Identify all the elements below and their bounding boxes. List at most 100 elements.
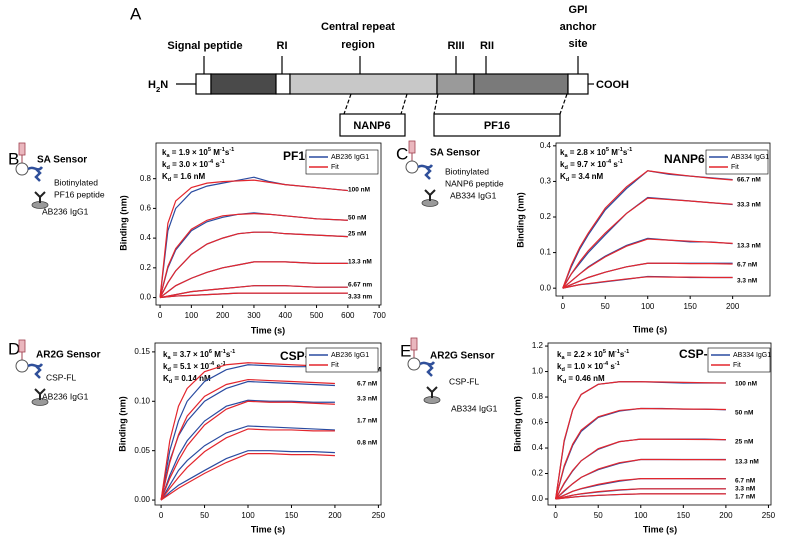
binding-curve (555, 488, 726, 500)
supscript: -1 (618, 159, 623, 165)
dashed-guide (559, 93, 568, 115)
plot-frame (155, 142, 382, 306)
supscript: 6 (209, 349, 212, 355)
supscript: -1 (615, 361, 620, 367)
domain-label: Central repeat (321, 21, 395, 33)
subscript: a (167, 355, 171, 361)
analyte-name: AB236 IgG1 (42, 206, 89, 216)
text-run: K (162, 172, 168, 181)
y-axis-label: Binding (nm) (512, 396, 522, 452)
domain-label: anchor (560, 21, 597, 33)
binding-curve (160, 428, 335, 501)
legend-label: Fit (733, 362, 741, 369)
binding-curve (160, 364, 335, 501)
concentration-label: 25 nM (348, 231, 366, 238)
sensor-name: SA Sensor (430, 148, 480, 159)
legend-label: AB236 IgG1 (331, 352, 369, 359)
y-tick-label: 0.4 (540, 141, 552, 150)
analyte-name: AB236 IgG1 (42, 391, 89, 401)
text-run: = 5.1 × 10 (171, 362, 210, 371)
kinetic-constant: ka = 2.8 × 105 M-1s-1 (560, 147, 632, 159)
text-run: M (212, 350, 221, 359)
x-tick-label: 50 (200, 511, 209, 520)
sensor-name: AR2G Sensor (430, 351, 495, 362)
x-tick-label: 50 (601, 302, 610, 311)
domain-label: RI (277, 40, 288, 52)
legend-box (705, 149, 769, 175)
kinetic-constant: kd = 3.0 × 10-4 s-1 (162, 159, 225, 171)
fragment-box (339, 113, 406, 137)
concentration-label: 100 nM (348, 187, 370, 194)
c-terminus: COOH (596, 79, 629, 91)
subscript: d (561, 367, 565, 373)
concentration-label: 33.3 nM (737, 202, 761, 209)
concentration-label: 1.7 nM (357, 418, 377, 425)
legend-label: AB334 IgG1 (731, 154, 769, 161)
concentration-label: 1.7 nM (735, 494, 755, 501)
x-tick-label: 0 (159, 511, 164, 520)
x-tick-label: 600 (341, 311, 355, 320)
concentration-label: 3.3 nM (735, 486, 755, 493)
domain-dark (210, 73, 277, 95)
text-run: k (557, 362, 562, 371)
binding-curve (555, 493, 726, 500)
text-run: k (560, 160, 565, 169)
panel-letter: A (130, 4, 142, 23)
y-axis-label: Binding (nm) (117, 396, 127, 452)
text-run: K (560, 172, 566, 181)
binding-curve (562, 170, 733, 289)
x-tick-label: 400 (279, 311, 293, 320)
y-tick-label: 0.2 (140, 263, 152, 272)
dashed-guide (343, 93, 352, 115)
supscript: -1 (221, 349, 226, 355)
y-tick-label: 0.1 (540, 248, 552, 257)
binding-curve (562, 276, 733, 289)
text-run: = 2.8 × 10 (568, 148, 607, 157)
concentration-label: 6.67 nm (348, 282, 372, 289)
y-tick-label: 0.6 (140, 204, 152, 213)
antibody (34, 191, 46, 203)
x-axis-label: Time (s) (643, 524, 677, 534)
sensor-tip (408, 140, 416, 154)
text-run: M (609, 148, 618, 157)
y-tick-label: 0.0 (140, 293, 152, 302)
binding-curve (159, 261, 348, 299)
subscript: 2 (156, 85, 160, 94)
fragment-box (433, 113, 561, 137)
fragment-label: PF16 (484, 120, 510, 132)
x-axis-label: Time (s) (251, 325, 285, 335)
x-tick-label: 200 (719, 511, 733, 520)
binding-curve (160, 292, 348, 299)
domain-rii (473, 73, 569, 95)
binding-curve (159, 212, 348, 298)
fragment-label: NANP6 (353, 120, 390, 132)
sensor-icon (405, 140, 439, 207)
legend-box (305, 149, 379, 175)
chart-title: NANP6 (664, 152, 705, 166)
subscript: a (166, 153, 170, 159)
y-tick-label: 0.2 (540, 212, 552, 221)
sensor-icon (15, 339, 49, 406)
antibody (424, 189, 436, 201)
x-tick-label: 150 (677, 511, 691, 520)
plot-frame (547, 342, 772, 506)
ligand-name: Biotinylated (54, 177, 98, 187)
supscript: -1 (230, 349, 235, 355)
chart-title: PF16 (283, 149, 312, 163)
y-tick-label: 0.00 (134, 495, 150, 504)
concentration-label: 13.3 nM (737, 243, 761, 250)
ligand-name: CSP-FL (449, 376, 480, 386)
concentration-label: 13.3 nM (735, 459, 759, 466)
sensor-surface (15, 162, 29, 176)
text-run: k (163, 362, 168, 371)
sensor-surface (405, 160, 419, 174)
binding-curve (159, 179, 348, 298)
y-tick-label: 0.8 (532, 392, 544, 401)
kinetic-constant: kd = 1.0 × 10-4 s-1 (557, 361, 620, 373)
legend-label: AB334 IgG1 (733, 352, 771, 359)
text-run: s (608, 362, 615, 371)
ligand-name: CSP-FL (46, 372, 77, 382)
sensor-icon (15, 142, 49, 209)
domain-label: Signal peptide (167, 40, 242, 52)
supscript: -1 (220, 159, 225, 165)
